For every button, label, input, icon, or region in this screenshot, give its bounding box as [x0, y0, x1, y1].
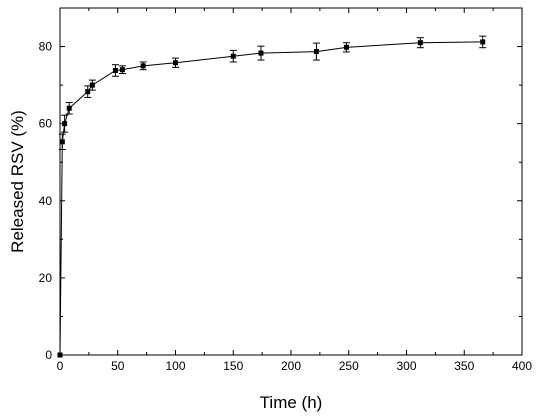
- x-tick-label: 50: [111, 359, 125, 373]
- x-axis-title: Time (h): [260, 393, 323, 412]
- data-point: [57, 352, 63, 358]
- x-tick-label: 150: [223, 359, 243, 373]
- x-tick-label: 0: [57, 359, 64, 373]
- y-tick-label: 80: [39, 40, 53, 54]
- y-tick-label: 0: [45, 348, 52, 362]
- data-point: [258, 50, 264, 56]
- data-point: [89, 82, 95, 88]
- data-point: [480, 39, 486, 45]
- axes: 0 50 100 150 200 250 300 350 400 0 20 40 60 80: [39, 7, 532, 373]
- series-line: [59, 41, 483, 356]
- plot-frame: [59, 7, 523, 356]
- data-point: [173, 60, 178, 66]
- x-tick-label: 250: [339, 359, 359, 373]
- y-tick-label: 20: [39, 271, 53, 285]
- data-point: [140, 63, 146, 69]
- y-tick-label: 40: [39, 194, 53, 208]
- data-point: [417, 40, 423, 46]
- x-tick-label: 300: [396, 359, 416, 373]
- data-point: [230, 53, 236, 59]
- y-axis-title: Released RSV (%): [8, 110, 27, 253]
- plot-area: [57, 35, 487, 358]
- data-point: [85, 89, 91, 95]
- data-point: [313, 49, 319, 55]
- data-point: [59, 139, 65, 145]
- x-tick-label: 100: [165, 359, 185, 373]
- y-tick-label: 60: [39, 117, 53, 131]
- x-tick-label: 200: [281, 359, 301, 373]
- data-point: [119, 67, 125, 73]
- data-point: [112, 67, 118, 73]
- data-point: [343, 44, 349, 50]
- x-tick-label: 350: [454, 359, 474, 373]
- data-point: [66, 105, 72, 111]
- x-tick-label: 400: [512, 359, 532, 373]
- data-point: [62, 121, 68, 127]
